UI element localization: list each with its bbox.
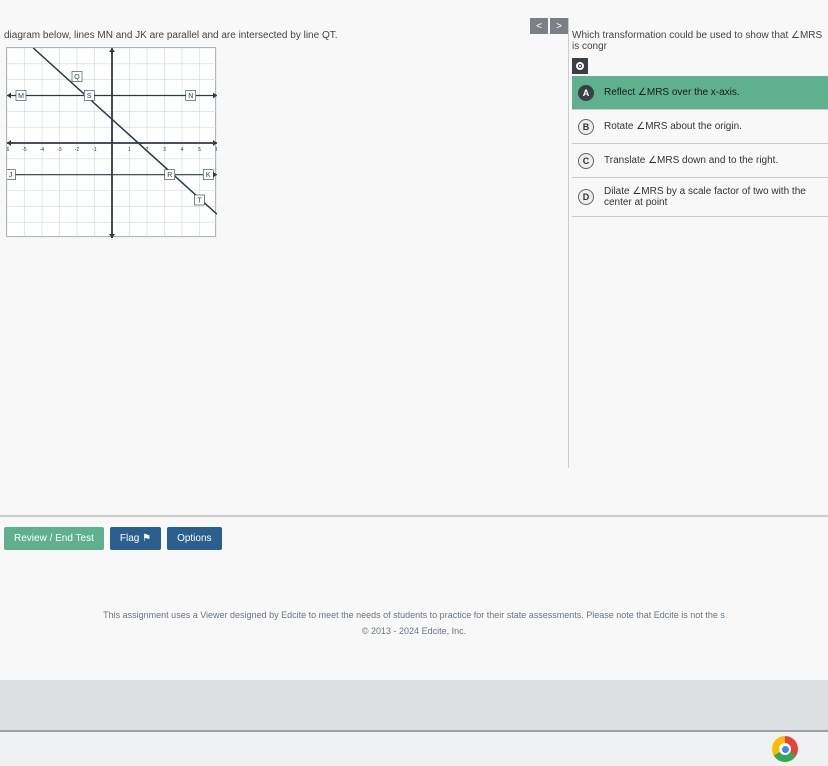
svg-text:4: 4: [181, 147, 184, 153]
svg-text:-1: -1: [92, 147, 97, 153]
svg-text:K: K: [206, 172, 211, 179]
bottom-bar: Review / End Test Flag ⚑ Options: [0, 515, 828, 560]
svg-text:3: 3: [163, 147, 166, 153]
footer-text: This assignment uses a Viewer designed b…: [0, 610, 828, 620]
chrome-icon[interactable]: [772, 736, 798, 762]
choice-letter: C: [578, 153, 594, 169]
submit-button[interactable]: Review / End Test: [4, 527, 104, 550]
svg-text:T: T: [197, 198, 202, 205]
svg-text:S: S: [87, 93, 92, 100]
choice-text: Rotate ∠MRS about the origin.: [604, 121, 742, 132]
svg-text:1: 1: [128, 147, 131, 153]
svg-text:-4: -4: [40, 147, 45, 153]
options-button[interactable]: Options: [167, 527, 221, 550]
svg-text:5: 5: [198, 147, 201, 153]
svg-text:-3: -3: [57, 147, 62, 153]
svg-text:M: M: [18, 93, 24, 100]
taskbar: [0, 730, 828, 766]
question-left-text: diagram below, lines MN and JK are paral…: [0, 30, 560, 47]
choice-text: Translate ∠MRS down and to the right.: [604, 155, 778, 166]
choice-text: Reflect ∠MRS over the x-axis.: [604, 87, 740, 98]
choice-letter: A: [578, 85, 594, 101]
svg-text:Q: Q: [74, 74, 80, 81]
choice-letter: D: [578, 189, 594, 205]
svg-text:N: N: [188, 93, 193, 100]
content-area: < > diagram below, lines MN and JK are p…: [0, 0, 828, 680]
answer-choice-D[interactable]: D Dilate ∠MRS by a scale factor of two wi…: [572, 178, 828, 217]
svg-text:-6: -6: [7, 147, 9, 153]
coordinate-graph: -6-5-4-3-2-1123456QMSNJRKT: [6, 47, 216, 237]
svg-text:-5: -5: [22, 147, 27, 153]
copyright-text: © 2013 - 2024 Edcite, Inc.: [0, 626, 828, 636]
choice-text: Dilate ∠MRS by a scale factor of two wit…: [604, 186, 822, 208]
svg-text:J: J: [9, 172, 13, 179]
answer-choice-B[interactable]: B Rotate ∠MRS about the origin.: [572, 110, 828, 144]
answer-choices: A Reflect ∠MRS over the x-axis. B Rotate ∠M…: [572, 76, 828, 217]
question-right-text: Which transformation could be used to sh…: [572, 30, 828, 58]
question-left-panel: diagram below, lines MN and JK are paral…: [0, 30, 560, 237]
question-right-panel: Which transformation could be used to sh…: [572, 30, 828, 217]
answer-choice-C[interactable]: C Translate ∠MRS down and to the right.: [572, 144, 828, 178]
flag-button[interactable]: Flag ⚑: [110, 527, 161, 550]
target-icon[interactable]: [572, 58, 588, 74]
answer-choice-A[interactable]: A Reflect ∠MRS over the x-axis.: [572, 76, 828, 110]
panel-divider: [568, 18, 569, 468]
svg-text:-2: -2: [75, 147, 80, 153]
svg-text:R: R: [167, 172, 172, 179]
choice-letter: B: [578, 119, 594, 135]
svg-text:6: 6: [216, 147, 217, 153]
